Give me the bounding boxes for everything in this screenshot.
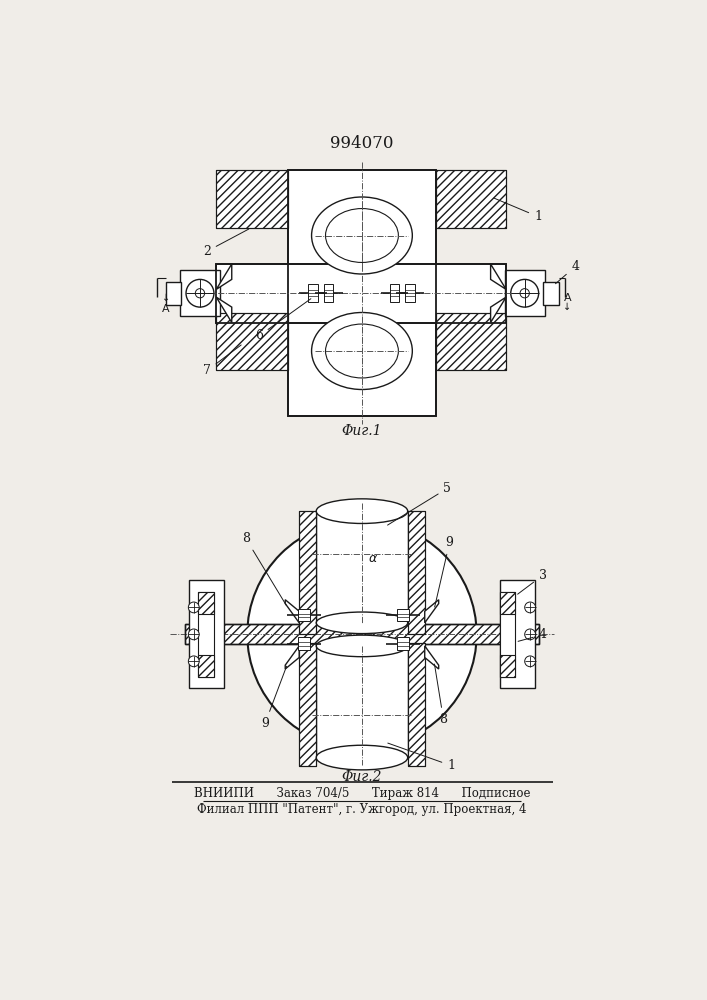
Bar	[299, 511, 316, 634]
Bar	[308, 284, 317, 302]
Polygon shape	[491, 297, 506, 323]
Bar	[216, 170, 288, 228]
Polygon shape	[425, 646, 438, 669]
Bar	[299, 511, 316, 634]
Bar	[324, 284, 333, 302]
Bar	[298, 637, 310, 650]
Circle shape	[188, 602, 199, 613]
Bar	[405, 284, 414, 302]
Text: 9: 9	[261, 666, 286, 730]
Text: 1: 1	[494, 198, 542, 223]
Text: Φиг.2: Φиг.2	[341, 770, 382, 784]
Circle shape	[525, 656, 535, 667]
Bar	[199, 592, 214, 677]
Text: 4: 4	[556, 260, 579, 284]
Bar	[500, 592, 515, 677]
Text: ↓: ↓	[563, 302, 571, 312]
Ellipse shape	[325, 324, 398, 378]
Text: 3: 3	[518, 569, 547, 594]
Polygon shape	[216, 297, 232, 323]
Text: Филиал ППП "Патент", г. Ужгород, ул. Проектная, 4: Филиал ППП "Патент", г. Ужгород, ул. Про…	[197, 803, 527, 816]
Bar	[185, 624, 539, 644]
Circle shape	[247, 520, 477, 748]
Text: 4: 4	[518, 628, 547, 641]
Bar	[397, 637, 409, 650]
Bar	[298, 609, 310, 621]
Bar	[288, 170, 436, 416]
Bar	[500, 592, 515, 614]
Circle shape	[188, 629, 199, 640]
Polygon shape	[491, 264, 506, 289]
Text: 8: 8	[242, 532, 286, 605]
Bar	[299, 643, 316, 766]
Text: α: α	[368, 552, 376, 565]
Polygon shape	[216, 264, 232, 289]
Bar	[543, 282, 559, 305]
Polygon shape	[285, 600, 299, 623]
Circle shape	[188, 656, 199, 667]
Ellipse shape	[316, 635, 408, 657]
Ellipse shape	[316, 745, 408, 770]
Circle shape	[510, 279, 539, 307]
Bar	[500, 580, 534, 688]
Bar	[189, 580, 224, 688]
Bar	[166, 282, 182, 305]
Circle shape	[195, 289, 204, 298]
Text: ВНИИПИ      Заказ 704/5      Тираж 814      Подписное: ВНИИПИ Заказ 704/5 Тираж 814 Подписное	[194, 787, 530, 800]
Text: 994070: 994070	[330, 135, 394, 152]
Ellipse shape	[316, 499, 408, 523]
Bar	[390, 284, 399, 302]
Bar	[316, 511, 408, 623]
Polygon shape	[285, 646, 299, 669]
Bar	[216, 264, 506, 323]
Bar	[185, 624, 539, 644]
Text: A: A	[162, 304, 170, 314]
Bar	[436, 170, 506, 228]
Text: 6: 6	[255, 299, 311, 342]
Ellipse shape	[316, 612, 408, 634]
Bar	[436, 312, 506, 370]
Circle shape	[186, 279, 214, 307]
Text: Φиг.1: Φиг.1	[341, 424, 382, 438]
Bar	[397, 609, 409, 621]
Bar	[436, 312, 506, 370]
Text: ↓: ↓	[162, 293, 170, 303]
Bar	[408, 643, 425, 766]
Bar	[408, 643, 425, 766]
Bar	[216, 170, 288, 228]
Circle shape	[525, 629, 535, 640]
Bar	[436, 170, 506, 228]
Circle shape	[525, 602, 535, 613]
Bar	[316, 646, 408, 758]
Polygon shape	[425, 600, 438, 623]
Bar	[216, 264, 506, 323]
Bar	[299, 643, 316, 766]
Bar	[216, 312, 288, 370]
Bar	[408, 511, 425, 634]
Text: A: A	[563, 293, 571, 303]
Text: 1: 1	[388, 743, 455, 772]
Bar	[199, 592, 214, 614]
Text: 9: 9	[435, 536, 453, 607]
Bar	[288, 170, 436, 416]
Bar	[199, 655, 214, 677]
Ellipse shape	[312, 312, 412, 389]
Ellipse shape	[312, 197, 412, 274]
Bar	[505, 270, 545, 316]
Circle shape	[520, 289, 530, 298]
Ellipse shape	[325, 209, 398, 262]
Bar	[500, 655, 515, 677]
Bar	[216, 312, 288, 370]
Text: 8: 8	[435, 664, 448, 726]
Bar	[180, 270, 220, 316]
Text: 5: 5	[387, 482, 451, 525]
Text: 7: 7	[203, 345, 241, 377]
Bar	[408, 511, 425, 634]
Text: 2: 2	[203, 229, 249, 258]
